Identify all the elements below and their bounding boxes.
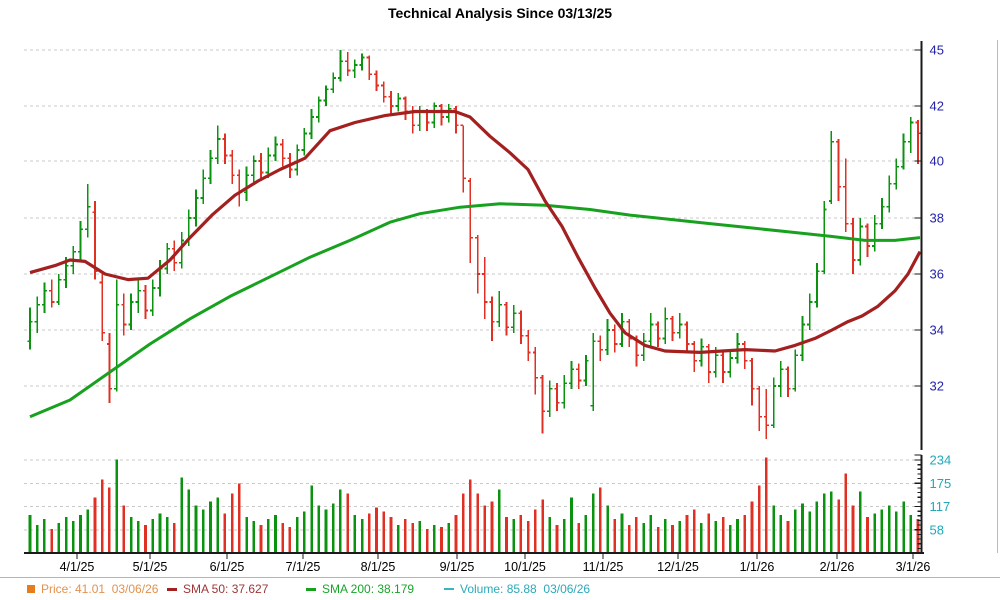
ohlc-bars-group (27, 50, 921, 440)
chart-legend: Price: 41.01 03/06/26 SMA 50: 37.627 SMA… (0, 577, 1000, 600)
svg-text:10/1/25: 10/1/25 (504, 560, 546, 574)
svg-text:5/1/25: 5/1/25 (133, 560, 168, 574)
legend-item-sma200: SMA 200: 38.179 (306, 582, 414, 596)
svg-text:12/1/25: 12/1/25 (657, 560, 699, 574)
gridlines-group (24, 49, 921, 531)
legend-item-price: Price: 41.01 03/06/26 (27, 582, 158, 596)
svg-text:36: 36 (930, 267, 944, 282)
volume-bars-group (28, 457, 920, 553)
sma200-swatch-icon (306, 587, 316, 591)
legend-sma200-label: SMA 200: 38.179 (322, 582, 415, 596)
svg-text:4/1/25: 4/1/25 (60, 560, 95, 574)
sma50-line (29, 109, 922, 354)
svg-text:3/1/26: 3/1/26 (896, 560, 931, 574)
legend-sma50-label: SMA 50: 37.627 (183, 582, 269, 596)
svg-text:6/1/25: 6/1/25 (210, 560, 245, 574)
svg-text:34: 34 (930, 323, 944, 338)
price-swatch-icon (27, 585, 35, 593)
svg-text:9/1/25: 9/1/25 (440, 560, 475, 574)
volume-swatch-icon (444, 588, 454, 590)
axes-group (24, 40, 998, 559)
svg-text:11/1/25: 11/1/25 (583, 560, 624, 574)
svg-text:58: 58 (930, 522, 944, 537)
svg-text:38: 38 (930, 211, 944, 226)
legend-price-label: Price: 41.01 03/06/26 (41, 582, 159, 596)
svg-text:45: 45 (930, 43, 944, 58)
svg-text:1/1/26: 1/1/26 (740, 560, 775, 574)
svg-text:8/1/25: 8/1/25 (361, 560, 396, 574)
svg-text:42: 42 (930, 99, 944, 114)
sma200-line (29, 202, 921, 419)
legend-item-sma50: SMA 50: 37.627 (167, 582, 268, 596)
legend-item-volume: Volume: 85.88 03/06/26 (444, 582, 590, 596)
svg-text:40: 40 (930, 154, 944, 169)
svg-text:7/1/25: 7/1/25 (286, 560, 321, 574)
axis-labels-group: 45 42 40 38 36 34 32 58 117 175 234 4/1/25 5/1/25 6/1… (60, 43, 952, 575)
legend-volume-label: Volume: 85.88 03/06/26 (460, 582, 591, 596)
svg-text:2/1/26: 2/1/26 (820, 560, 855, 574)
svg-text:234: 234 (930, 453, 952, 468)
sma50-swatch-icon (167, 587, 177, 591)
chart-title: Technical Analysis Since 03/13/25 (387, 5, 613, 21)
svg-text:32: 32 (930, 379, 944, 394)
svg-text:117: 117 (930, 499, 951, 514)
svg-text:175: 175 (930, 476, 952, 491)
